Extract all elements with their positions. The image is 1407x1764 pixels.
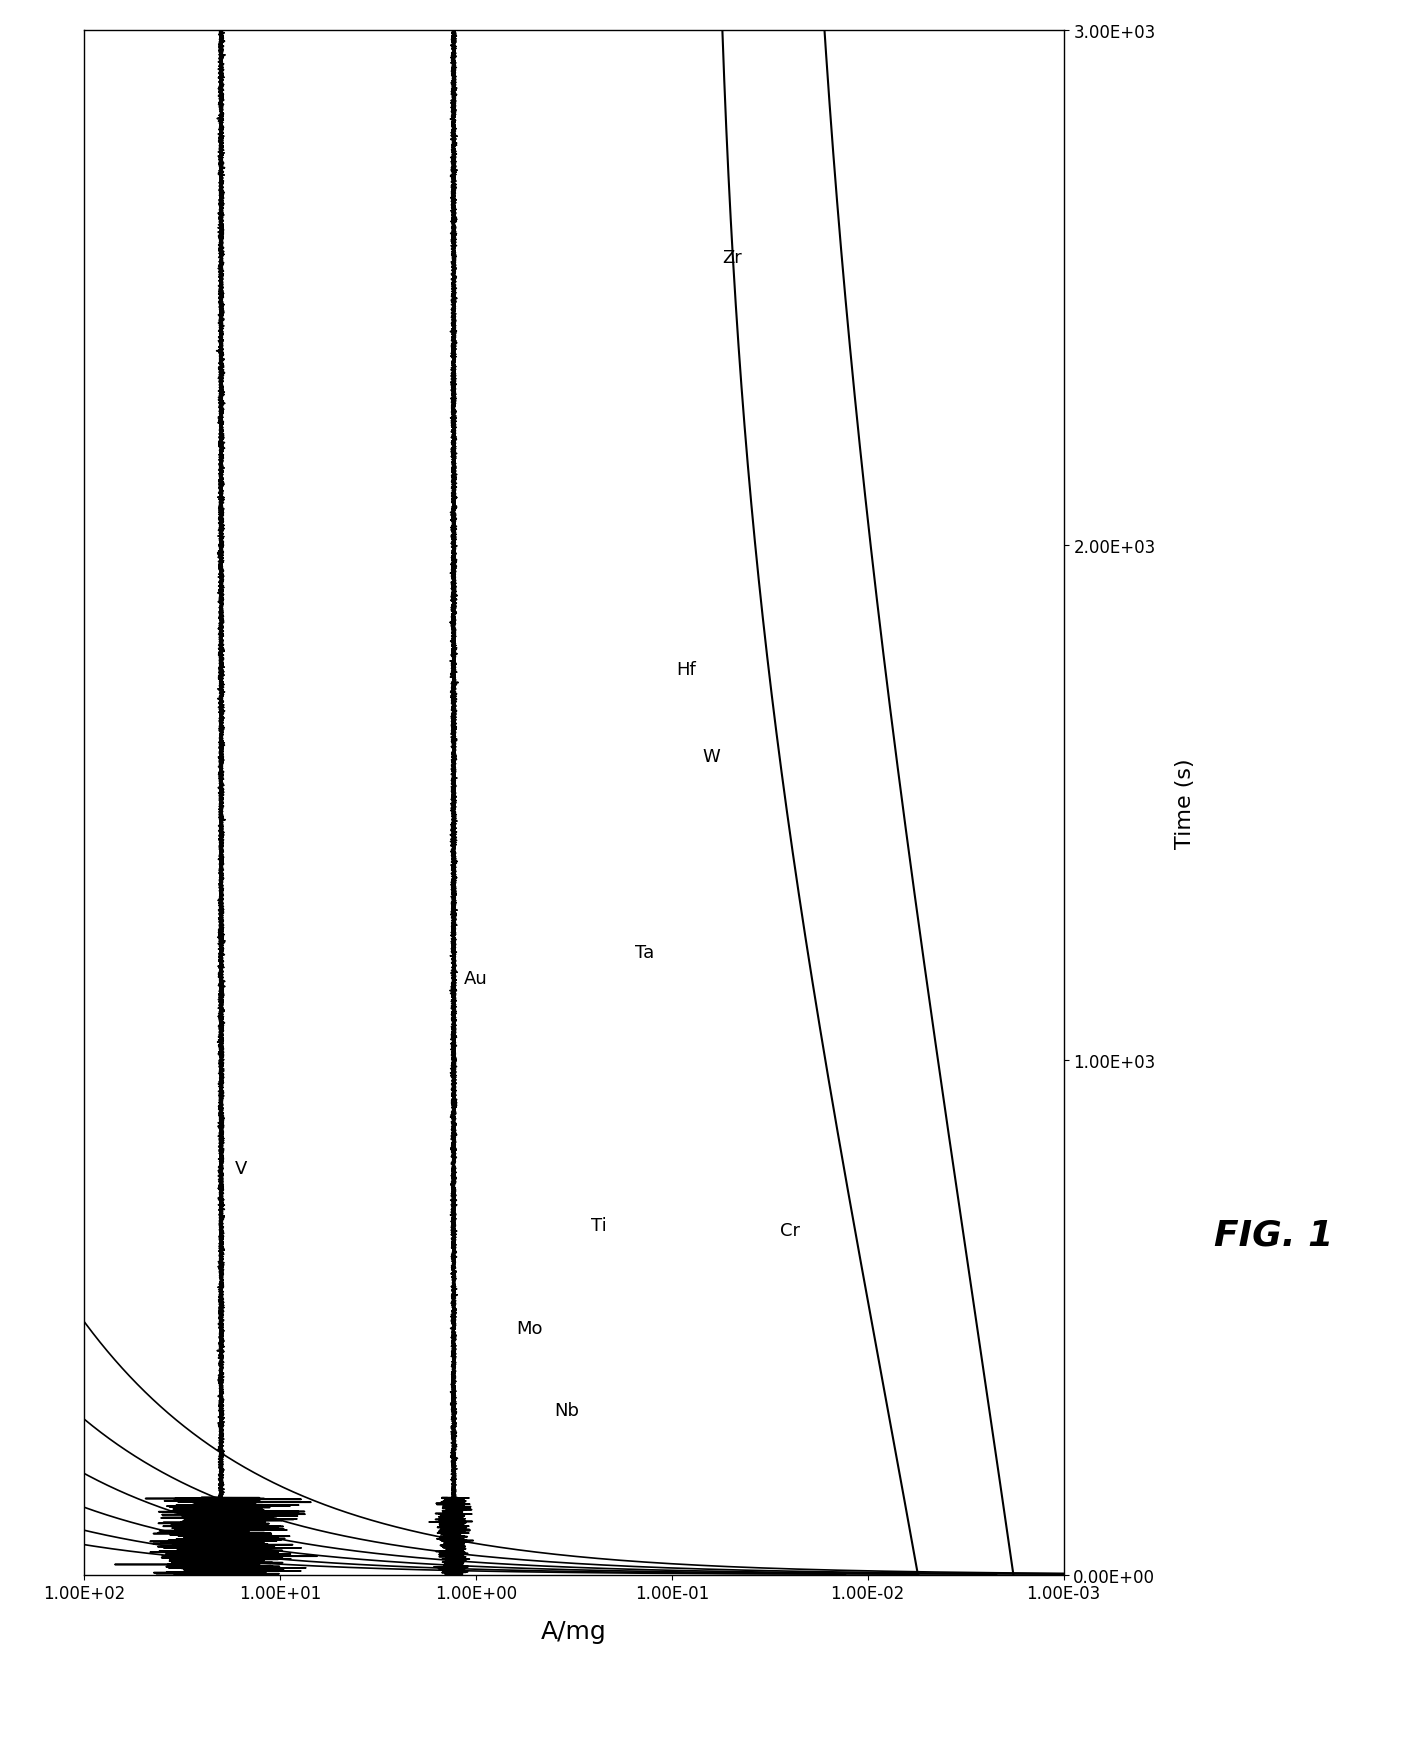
Text: Ti: Ti [591,1215,606,1235]
Text: Ta: Ta [635,944,654,961]
Text: Nb: Nb [554,1401,578,1420]
X-axis label: A/mg: A/mg [542,1619,606,1644]
Text: Cr: Cr [779,1221,801,1238]
Text: W: W [702,748,720,766]
Text: Hf: Hf [677,660,696,677]
Text: V: V [235,1159,248,1177]
Text: Mo: Mo [516,1319,543,1337]
Text: FIG. 1: FIG. 1 [1214,1217,1332,1252]
Text: Au: Au [464,968,488,986]
Text: Zr: Zr [723,249,743,266]
Y-axis label: Time (s): Time (s) [1175,757,1195,848]
